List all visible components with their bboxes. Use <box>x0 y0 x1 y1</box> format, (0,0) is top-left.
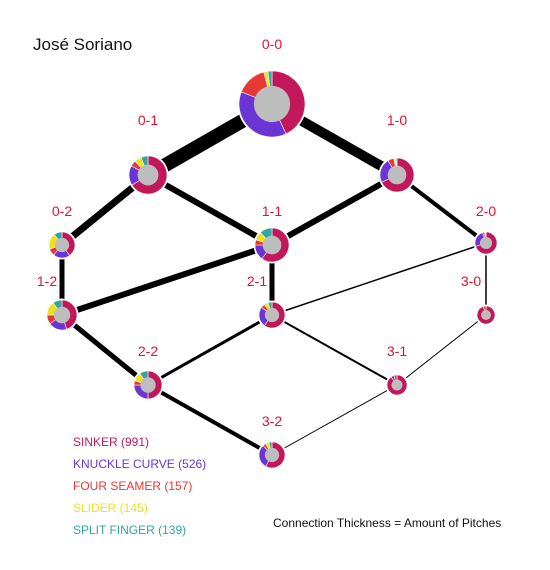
legend-item-sinker: SINKER (991) <box>73 435 149 449</box>
count-label-2-2: 2-2 <box>138 343 158 359</box>
connection-2-0-to-2-1 <box>271 242 487 316</box>
connection-3-1-to-3-2 <box>271 384 398 456</box>
legend-item-knuckle-curve: KNUCKLE CURVE (526) <box>73 457 206 471</box>
node-center <box>53 306 71 324</box>
count-label-1-2: 1-2 <box>37 273 57 289</box>
node-3-2[interactable] <box>257 440 287 470</box>
node-2-0[interactable] <box>473 230 499 256</box>
node-center <box>253 85 291 123</box>
connection-1-2-to-2-2 <box>60 313 150 387</box>
node-1-0[interactable] <box>378 156 416 194</box>
node-2-1[interactable] <box>257 300 287 330</box>
connection-2-2-to-3-2 <box>147 383 273 457</box>
connection-1-0-to-2-0 <box>395 173 488 245</box>
count-label-3-0: 3-0 <box>461 273 481 289</box>
count-label-2-1: 2-1 <box>247 273 267 289</box>
node-center <box>387 165 407 185</box>
count-label-0-1: 0-1 <box>138 112 158 128</box>
node-1-1[interactable] <box>253 226 291 264</box>
node-center <box>481 310 491 320</box>
connection-2-1-to-3-1 <box>271 314 398 386</box>
connection-2-1-to-2-2 <box>147 313 273 387</box>
count-labels-layer: 0-0 0-1 1-0 0-2 1-1 2-0 1-2 2-1 3-0 2-2 3-1 3-2 <box>37 36 496 429</box>
node-3-0[interactable] <box>475 304 497 326</box>
legend: SINKER (991) KNUCKLE CURVE (526) FOUR SEAM… <box>73 435 206 537</box>
connection-0-1-to-1-1 <box>146 172 274 248</box>
legend-item-slider: SLIDER (145) <box>73 501 148 515</box>
node-3-1[interactable] <box>385 373 409 397</box>
node-center <box>264 447 280 463</box>
node-center <box>54 237 70 253</box>
count-label-1-0: 1-0 <box>387 112 407 128</box>
count-label-0-2: 0-2 <box>52 203 72 219</box>
node-center <box>262 235 282 255</box>
node-center <box>140 377 156 393</box>
node-2-2[interactable] <box>132 369 164 401</box>
node-1-2[interactable] <box>45 298 79 332</box>
node-center <box>137 164 159 186</box>
node-0-0[interactable] <box>237 69 307 139</box>
node-0-1[interactable] <box>127 154 169 196</box>
connection-1-1-to-1-2 <box>61 242 273 318</box>
chart-title: José Soriano <box>33 35 132 54</box>
count-label-1-1: 1-1 <box>262 203 282 219</box>
count-label-2-0: 2-0 <box>476 203 496 219</box>
node-center <box>479 236 493 250</box>
node-center <box>391 379 403 391</box>
legend-item-split-finger: SPLIT FINGER (139) <box>73 523 186 537</box>
count-label-0-0: 0-0 <box>262 36 282 52</box>
count-nodes-layer <box>45 69 499 470</box>
count-label-3-2: 3-2 <box>262 413 282 429</box>
node-center <box>264 307 280 323</box>
count-label-3-1: 3-1 <box>387 343 407 359</box>
node-0-2[interactable] <box>47 230 77 260</box>
legend-item-four-seamer: FOUR SEAMER (157) <box>73 479 192 493</box>
thickness-note: Connection Thickness = Amount of Pitches <box>273 516 501 530</box>
connection-3-0-to-3-1 <box>396 314 487 386</box>
connections-layer <box>59 97 488 457</box>
connection-1-0-to-1-1 <box>270 172 399 248</box>
